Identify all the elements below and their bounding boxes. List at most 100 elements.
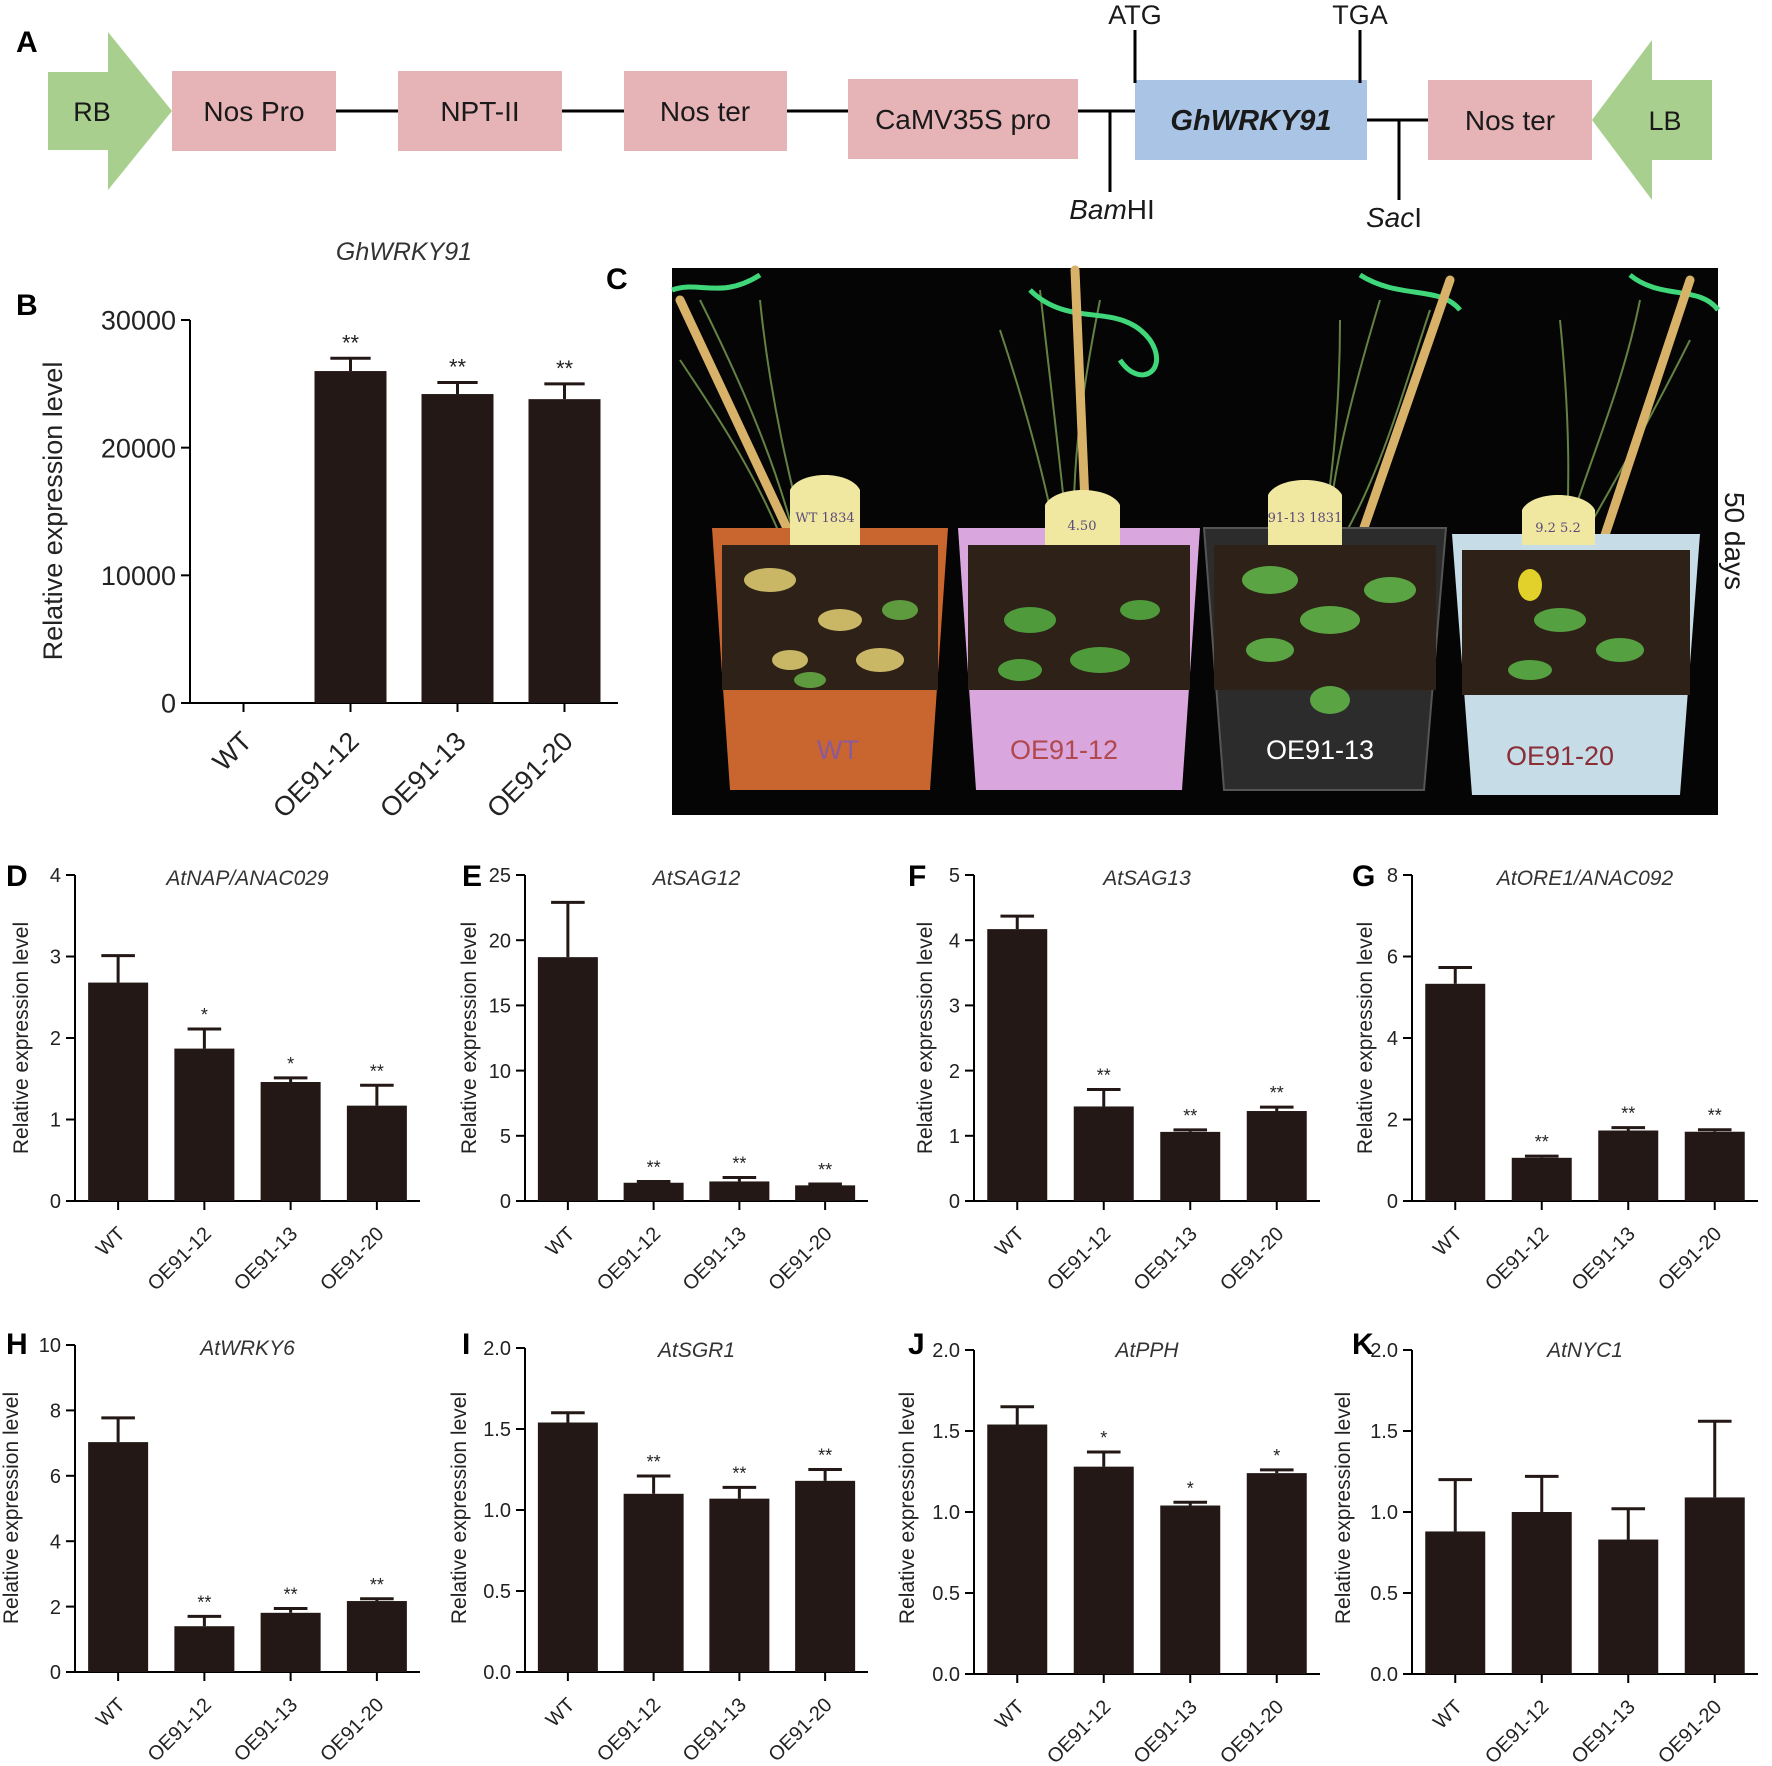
bar-j — [1160, 1505, 1221, 1674]
significance-mark-h: ** — [197, 1592, 211, 1612]
bar-h — [174, 1626, 235, 1672]
construct-diagram: A RB Nos Pro NPT-II Nos ter CaMV35S pro … — [16, 0, 1712, 233]
x-tick-label-f: WT — [991, 1223, 1029, 1261]
chart-e: E AtSAG12 Relative expression level 0 5 10 15 2… — [458, 860, 868, 1295]
y-tick-label-e: 25 — [489, 865, 511, 887]
bar-f — [1160, 1131, 1221, 1201]
bar-i — [537, 1422, 598, 1672]
y-axis-label-h: Relative expression level — [0, 1392, 23, 1624]
saci-label: SacI — [1366, 202, 1422, 233]
nos-ter-label-2: Nos ter — [1465, 105, 1555, 136]
gene-box — [1135, 80, 1367, 160]
x-tick-label-b: WT — [207, 726, 258, 777]
nos-pro-box — [172, 71, 336, 151]
x-tick-label-h: OE91-13 — [230, 1694, 302, 1766]
y-tick-label-g: 6 — [1387, 947, 1398, 969]
x-tick-label-i: OE91-13 — [679, 1694, 751, 1766]
camv35s-pro-label: CaMV35S pro — [875, 104, 1051, 135]
bar-b — [314, 371, 387, 703]
y-tick-label-b: 20000 — [101, 433, 176, 463]
y-tick-label-d: 1 — [50, 1110, 61, 1132]
bar-i — [795, 1480, 856, 1672]
significance-mark-b: ** — [449, 355, 467, 380]
y-tick-label-d: 4 — [50, 865, 61, 887]
pot-label-oe91-12: OE91-12 — [1010, 735, 1118, 765]
bamhi-label: BamHI — [1069, 194, 1155, 225]
significance-mark-e: ** — [647, 1157, 661, 1177]
x-tick-label-e: WT — [542, 1223, 580, 1261]
lb-label: LB — [1648, 106, 1681, 136]
y-tick-label-h: 2 — [50, 1597, 61, 1619]
x-tick-label-h: OE91-12 — [144, 1694, 216, 1766]
rb-label: RB — [73, 97, 111, 127]
chart-d: D AtNAP/ANAC029 Relative expression level 0… — [6, 860, 420, 1295]
y-tick-label-e: 0 — [500, 1191, 511, 1213]
bar-i — [709, 1498, 770, 1672]
y-tick-label-g: 4 — [1387, 1028, 1398, 1050]
y-tick-label-e: 15 — [489, 996, 511, 1018]
pot-label-oe91-13: OE91-13 — [1266, 735, 1374, 765]
significance-mark-b: ** — [556, 356, 574, 381]
bar-e — [795, 1185, 856, 1201]
y-tick-label-g: 2 — [1387, 1110, 1398, 1132]
y-tick-label-e: 5 — [500, 1126, 511, 1148]
bar-k — [1425, 1531, 1486, 1674]
nos-ter-label-1: Nos ter — [660, 96, 750, 127]
chart-f: F AtSAG13 Relative expression level 0 1 2 3 4 5 W… — [908, 860, 1320, 1295]
bar-f — [1246, 1111, 1307, 1201]
green-twine — [671, 272, 1721, 378]
x-tick-label-i: OE91-20 — [764, 1694, 836, 1766]
y-tick-label-h: 0 — [50, 1662, 61, 1684]
tga-label: TGA — [1332, 0, 1388, 30]
x-tick-label-d: OE91-20 — [316, 1223, 388, 1295]
y-tick-label-f: 2 — [949, 1061, 960, 1083]
significance-mark-g: ** — [1535, 1132, 1549, 1152]
x-tick-label-b: OE91-13 — [374, 726, 472, 824]
npt-ii-label: NPT-II — [440, 96, 519, 127]
x-tick-label-h: WT — [92, 1694, 130, 1732]
chart-title-g: AtORE1/ANAC092 — [1495, 867, 1674, 890]
panel-label-g: G — [1352, 860, 1375, 893]
x-tick-label-e: OE91-12 — [593, 1223, 665, 1295]
camv35s-pro-box — [848, 79, 1078, 159]
bar-d — [346, 1105, 407, 1201]
chart-title-k: AtNYC1 — [1545, 1339, 1623, 1362]
nos-ter-box-1 — [624, 71, 787, 151]
y-tick-label-b: 10000 — [101, 561, 176, 591]
x-tick-label-e: OE91-20 — [764, 1223, 836, 1295]
significance-mark-i: ** — [732, 1463, 746, 1483]
x-tick-label-k: OE91-12 — [1481, 1696, 1553, 1766]
y-tick-label-f: 5 — [949, 865, 960, 887]
x-tick-label-e: OE91-13 — [679, 1223, 751, 1295]
y-tick-label-e: 20 — [489, 930, 511, 952]
y-tick-label-i: 1.5 — [483, 1419, 511, 1441]
chart-h: H AtWRKY6 Relative expression level 0 2 4 6 8 10… — [0, 1328, 420, 1766]
significance-mark-d: * — [287, 1054, 294, 1074]
y-tick-label-k: 2.0 — [1370, 1340, 1398, 1362]
x-tick-label-b: OE91-20 — [481, 726, 579, 824]
y-tick-label-d: 3 — [50, 947, 61, 969]
panel-label-k: K — [1352, 1328, 1374, 1361]
y-tick-label-f: 4 — [949, 930, 960, 952]
y-axis-label-k: Relative expression level — [1332, 1392, 1355, 1624]
atg-label: ATG — [1108, 0, 1162, 30]
y-tick-label-h: 8 — [50, 1401, 61, 1423]
significance-mark-j: * — [1273, 1446, 1280, 1466]
y-tick-label-f: 0 — [949, 1191, 960, 1213]
bar-g — [1684, 1131, 1745, 1201]
y-tick-label-d: 0 — [50, 1191, 61, 1213]
bar-k — [1511, 1512, 1572, 1674]
x-tick-label-g: OE91-13 — [1568, 1223, 1640, 1295]
x-tick-label-k: OE91-13 — [1568, 1696, 1640, 1766]
bar-i — [623, 1493, 684, 1672]
bar-k — [1598, 1539, 1659, 1674]
y-tick-label-h: 10 — [39, 1335, 61, 1357]
chart-k: K AtNYC1 Relative expression level 0.0 0.5 1.… — [1332, 1328, 1758, 1766]
y-tick-label-b: 30000 — [101, 306, 176, 336]
rosettes — [744, 566, 1644, 714]
significance-mark-j: * — [1187, 1478, 1194, 1498]
y-tick-label-g: 8 — [1387, 865, 1398, 887]
bar-e — [709, 1181, 770, 1201]
bar-h — [346, 1601, 407, 1672]
pot-wt: WT — [712, 528, 948, 790]
